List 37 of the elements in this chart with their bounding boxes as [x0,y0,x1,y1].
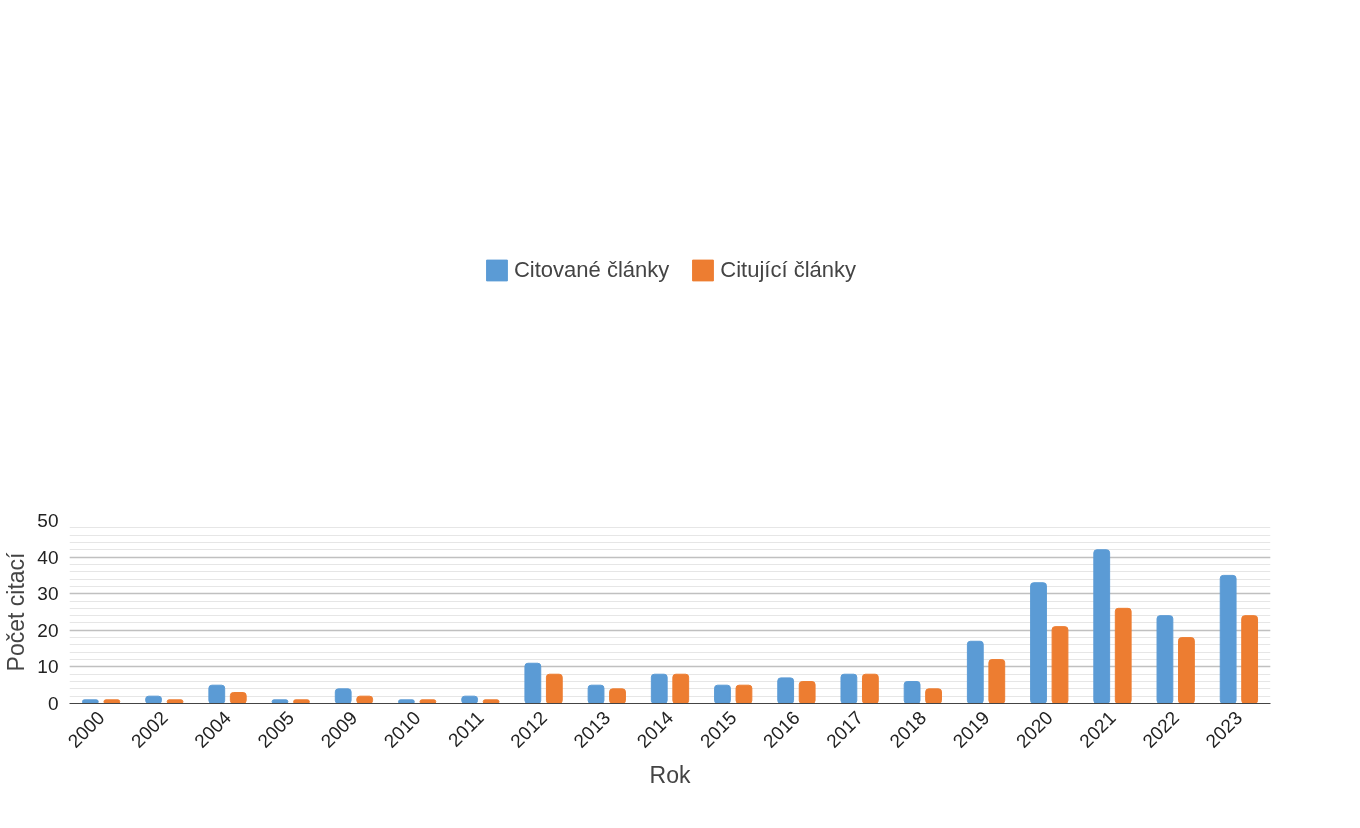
legend-label: Citující články [720,257,857,283]
y-tick-label: 20 [37,619,59,641]
bar [1178,637,1195,704]
bar [208,684,226,704]
bar [334,688,352,704]
bar [1030,582,1047,704]
bar [672,673,690,704]
bar [524,662,542,704]
bar [229,692,247,704]
bar [609,688,626,704]
bar [925,688,942,704]
bar [777,677,795,704]
bar [988,659,1006,704]
bar [1219,574,1237,704]
bar [903,681,921,704]
bar [1114,607,1132,704]
y-tick-label: 50 [37,510,59,531]
bar [735,684,753,704]
y-tick-label: 40 [37,546,59,568]
bar [1241,615,1259,704]
y-axis-title: Počet citací [3,551,30,672]
y-tick-label: 10 [37,656,59,678]
y-tick-label: 0 [47,693,59,714]
x-axis-title: Rok [649,761,691,788]
bar [650,673,668,704]
bar [840,673,858,704]
bar [1093,549,1111,704]
bar [1051,626,1069,704]
bar [714,684,731,704]
bar [1156,615,1174,704]
bar [798,681,816,704]
bar [587,684,605,704]
bar [545,673,563,704]
y-tick-label: 30 [37,583,59,605]
legend-label: Citované články [513,257,670,283]
bar [861,673,879,704]
bar [966,640,984,704]
